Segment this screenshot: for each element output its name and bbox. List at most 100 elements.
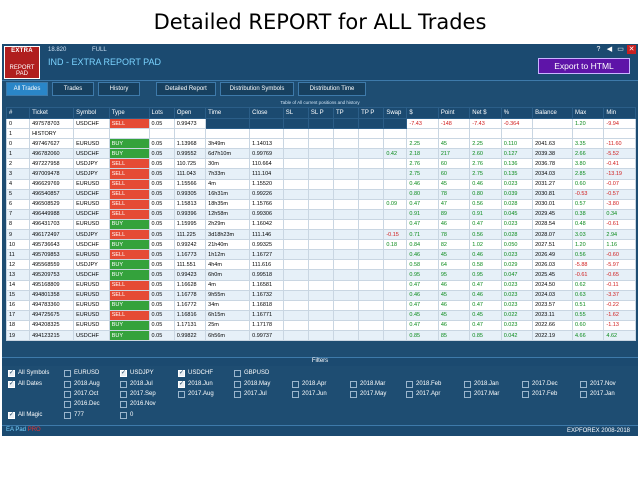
date-filter[interactable]: 2017.Mar [464, 389, 499, 399]
table-row[interactable]: 18 494208325 EURUSD BUY 0.05 1.17131 25m 1.1717… [5, 319, 636, 331]
checkbox-unchecked-icon[interactable] [234, 369, 241, 377]
tab-distribution-time[interactable]: Distribution Time [298, 82, 366, 96]
table-row[interactable]: 16 494783360 EURUSD BUY 0.05 1.16772 34m 1.1681… [5, 299, 636, 311]
checkbox-checked-icon[interactable]: ✓ [8, 380, 15, 388]
date-filter[interactable]: 2017.Aug [178, 389, 214, 399]
table-row[interactable]: 11 495709853 EURUSD SELL 0.05 1.16773 1h12m 1.1… [5, 249, 636, 261]
tab-detailed-report[interactable]: Detailed Report [156, 82, 216, 96]
help-icon[interactable]: ? [596, 46, 601, 53]
checkbox-unchecked-icon[interactable] [406, 390, 413, 398]
date-filter[interactable]: 2017.Jun [292, 389, 327, 399]
date-filter[interactable]: 2017.Feb [522, 389, 557, 399]
checkbox-unchecked-icon[interactable] [464, 380, 471, 388]
column-header[interactable]: Ticket [29, 107, 75, 119]
column-header[interactable]: TP P [358, 107, 385, 119]
tab-trades[interactable]: Trades [52, 82, 94, 96]
table-row[interactable]: 12 495568559 USDJPY BUY 0.05 111.551 4h4m 111.6… [5, 259, 636, 271]
checkbox-unchecked-icon[interactable] [234, 380, 241, 388]
table-row[interactable]: 5 496540857 USDCHF SELL 0.05 0.99305 16h31m 0.9… [5, 188, 636, 200]
column-header[interactable]: Time [205, 107, 251, 119]
table-row[interactable]: 19 494123215 USDCHF BUY 0.05 0.99822 6h56m 0.99… [5, 329, 636, 342]
table-row[interactable]: 1 HISTORY [5, 128, 636, 140]
symbol-filter-usdjpy[interactable]: ✓ USDJPY [120, 368, 154, 378]
table-row[interactable]: 0 497578703 USDCHF SELL 0.05 0.99473 -7.43 -148… [5, 117, 636, 130]
table-row[interactable]: 6 496508529 EURUSD SELL 0.05 1.15813 18h35m 1.1… [5, 198, 636, 210]
checkbox-unchecked-icon[interactable] [64, 400, 71, 408]
date-filter[interactable]: 2016.Nov [120, 399, 156, 409]
symbol-filter-gbpusd[interactable]: GBPUSD [234, 368, 269, 378]
date-filter[interactable]: 2018.Feb [406, 379, 441, 389]
table-row[interactable]: 8 496431703 EURUSD BUY 0.05 1.15995 2h29m 1.160… [5, 218, 636, 231]
column-header[interactable]: Net $ [469, 107, 502, 119]
checkbox-unchecked-icon[interactable] [464, 390, 471, 398]
column-header[interactable]: Open [173, 107, 207, 119]
checkbox-unchecked-icon[interactable] [292, 390, 299, 398]
checkbox-checked-icon[interactable]: ✓ [8, 369, 15, 377]
checkbox-checked-icon[interactable]: ✓ [178, 369, 185, 377]
column-header[interactable]: Max [571, 107, 605, 119]
checkbox-unchecked-icon[interactable] [350, 390, 357, 398]
magic-filter[interactable]: 0 [120, 410, 133, 420]
column-header[interactable]: Swap [383, 107, 408, 119]
all-magic-filter[interactable]: ✓ All Magic [8, 410, 42, 420]
checkbox-unchecked-icon[interactable] [64, 411, 71, 419]
table-row[interactable]: 15 494801358 EURUSD SELL 0.05 1.16778 9h55m 1.1… [5, 289, 636, 301]
table-row[interactable]: 2 497227958 USDJPY SELL 0.05 110.725 30m 110.66… [5, 158, 636, 170]
checkbox-unchecked-icon[interactable] [234, 390, 241, 398]
date-filter[interactable]: 2017.May [350, 389, 386, 399]
date-filter[interactable]: 2017.Nov [580, 379, 616, 389]
collapse-icon[interactable]: ◀ [606, 46, 613, 53]
date-filter[interactable]: 2017.Apr [406, 389, 440, 399]
checkbox-checked-icon[interactable]: ✓ [178, 380, 185, 388]
table-row[interactable]: 3 497009478 USDJPY SELL 0.05 111.043 7h33m 111.… [5, 168, 636, 180]
column-header[interactable]: Balance [532, 107, 573, 119]
column-header[interactable]: SL [282, 107, 309, 119]
checkbox-unchecked-icon[interactable] [64, 369, 71, 377]
checkbox-unchecked-icon[interactable] [120, 380, 127, 388]
column-header[interactable]: Symbol [73, 107, 110, 119]
maximize-icon[interactable]: ▭ [617, 46, 624, 53]
date-filter[interactable]: 2018.May [234, 379, 270, 389]
column-header[interactable]: % [500, 107, 534, 119]
tab-history[interactable]: History [98, 82, 140, 96]
column-header[interactable]: TP [332, 107, 360, 119]
export-html-button[interactable]: Export to HTML [538, 58, 630, 74]
table-row[interactable]: 7 496449988 USDCHF SELL 0.05 0.99396 12h58m 0.9… [5, 208, 636, 220]
column-header[interactable]: Point [437, 107, 471, 119]
date-filter[interactable]: 2016.Dec [64, 399, 100, 409]
checkbox-unchecked-icon[interactable] [120, 400, 127, 408]
checkbox-unchecked-icon[interactable] [64, 390, 71, 398]
table-row[interactable]: 14 495168809 EURUSD SELL 0.05 1.16628 4m 1.1658… [5, 279, 636, 291]
checkbox-unchecked-icon[interactable] [580, 390, 587, 398]
date-filter[interactable]: ✓ 2018.Jun [178, 379, 213, 389]
table-row[interactable]: 13 495209753 USDCHF BUY 0.05 0.99423 6h0m 0.995… [5, 269, 636, 281]
close-icon[interactable]: ✕ [627, 45, 636, 54]
checkbox-unchecked-icon[interactable] [120, 411, 127, 419]
symbol-filter-eurusd[interactable]: EURUSD [64, 368, 99, 378]
date-filter[interactable]: 2017.Sep [120, 389, 156, 399]
checkbox-unchecked-icon[interactable] [64, 380, 71, 388]
column-header[interactable]: Type [108, 107, 150, 119]
column-header[interactable]: $ [406, 107, 439, 119]
column-header[interactable]: Close [249, 107, 284, 119]
checkbox-unchecked-icon[interactable] [350, 380, 357, 388]
table-row[interactable]: 1 496782060 USDCHF BUY 0.05 0.99552 6d7h10m 0.9… [5, 148, 636, 160]
date-filter[interactable]: 2018.Aug [64, 379, 100, 389]
column-header[interactable]: Min [603, 107, 636, 119]
date-filter[interactable]: 2018.Jul [120, 379, 153, 389]
magic-filter[interactable]: 777 [64, 410, 84, 420]
table-row[interactable]: 10 495736643 USDCHF BUY 0.05 0.99242 21h40m 0.9… [5, 239, 636, 251]
checkbox-unchecked-icon[interactable] [178, 390, 185, 398]
date-filter[interactable]: 2017.Dec [522, 379, 558, 389]
date-filter[interactable]: 2018.Jan [464, 379, 499, 389]
date-filter[interactable]: 2018.Apr [292, 379, 326, 389]
date-filter[interactable]: 2018.Mar [350, 379, 385, 389]
column-header[interactable]: SL P [307, 107, 335, 119]
date-filter[interactable]: 2017.Jul [234, 389, 267, 399]
table-row[interactable]: 0 497467627 EURUSD BUY 0.05 1.13968 3h49m 1.140… [5, 138, 636, 150]
column-header[interactable]: # [5, 107, 31, 119]
checkbox-checked-icon[interactable]: ✓ [8, 411, 15, 419]
checkbox-unchecked-icon[interactable] [120, 390, 127, 398]
checkbox-unchecked-icon[interactable] [406, 380, 413, 388]
checkbox-unchecked-icon[interactable] [292, 380, 299, 388]
